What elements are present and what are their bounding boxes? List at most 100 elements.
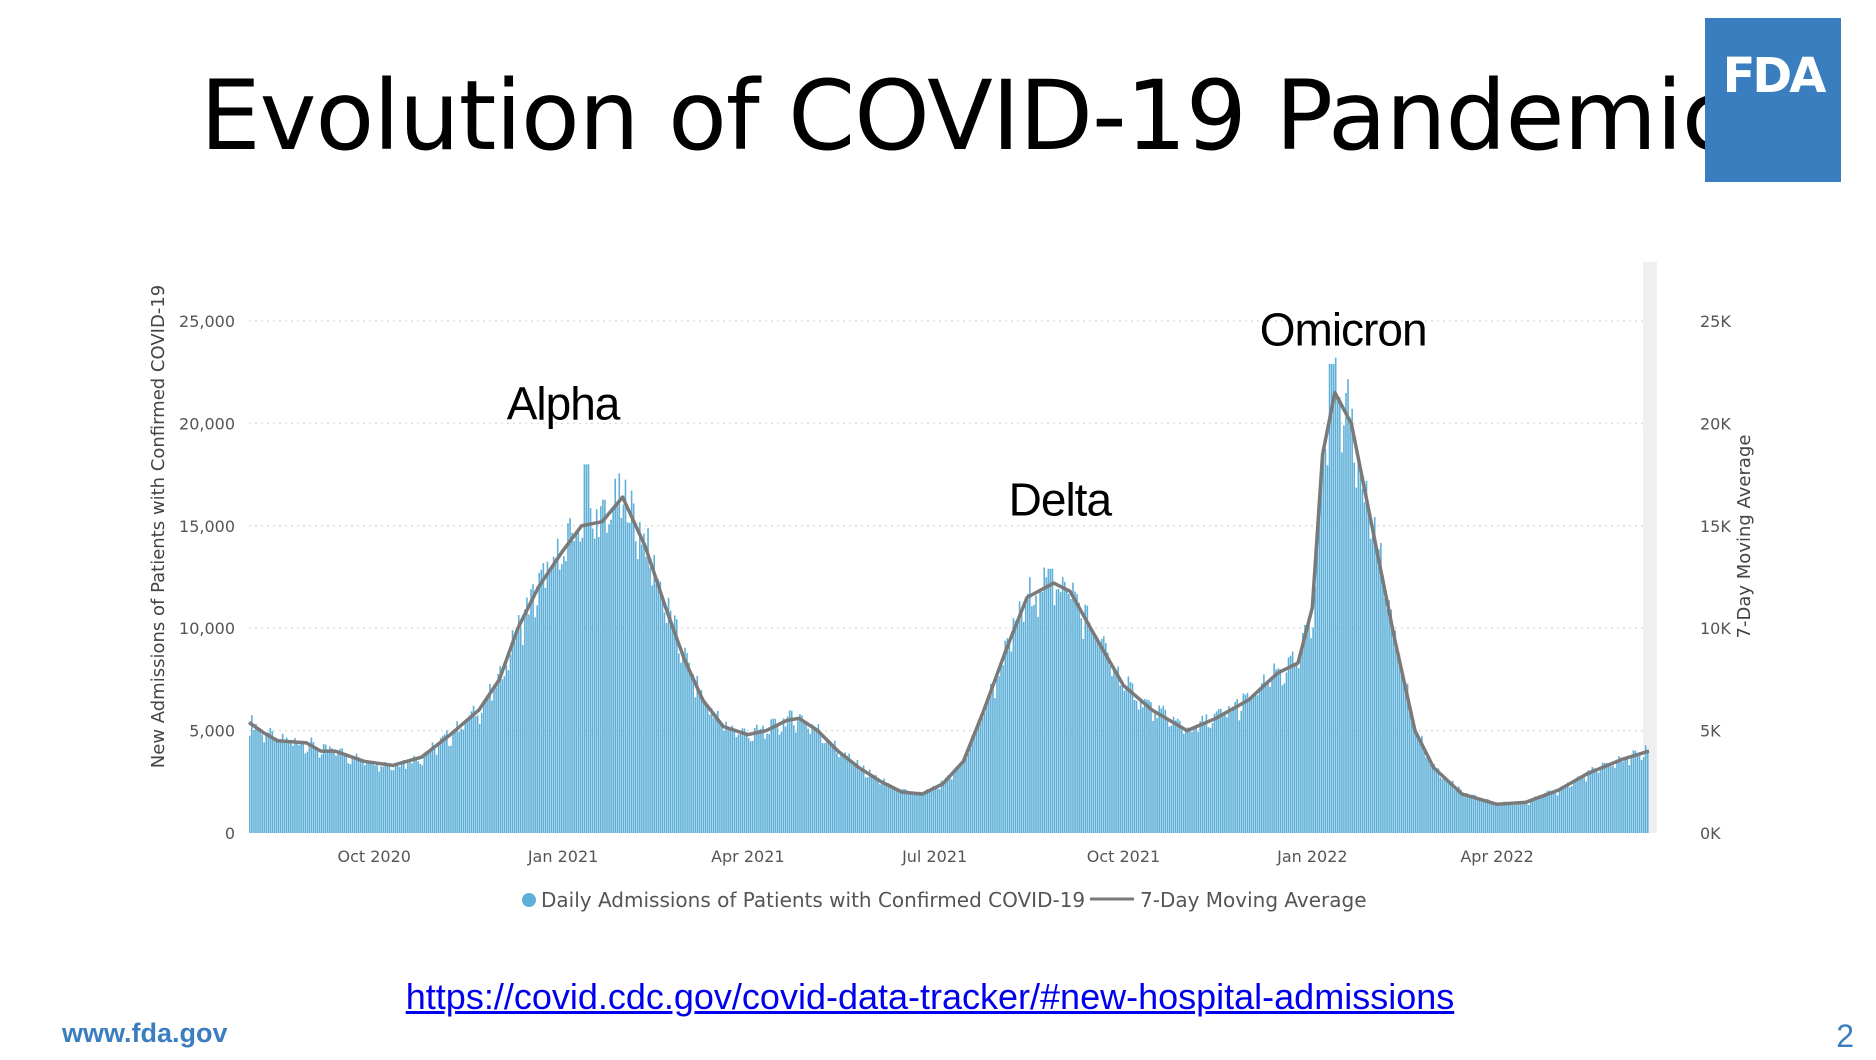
daily-bar: [374, 765, 376, 833]
source-link[interactable]: https://covid.cdc.gov/covid-data-tracker…: [405, 976, 1455, 1017]
daily-bar: [971, 735, 974, 833]
daily-bar: [1310, 638, 1312, 833]
annotation-delta: Delta: [1009, 474, 1113, 526]
daily-bar: [1562, 788, 1565, 833]
daily-bar: [1271, 680, 1273, 833]
daily-bar: [1343, 425, 1345, 833]
daily-bar: [973, 735, 976, 833]
daily-bar: [283, 740, 286, 833]
daily-bar: [1499, 805, 1501, 833]
daily-bar: [1392, 626, 1394, 833]
daily-bar: [567, 523, 569, 833]
daily-bar: [700, 690, 703, 833]
daily-bar: [1402, 674, 1405, 833]
y-axis-ticks: 0 5,000 10,000 15,000 20,000 25,000: [179, 312, 235, 843]
daily-bar: [680, 662, 682, 833]
daily-bar: [1228, 706, 1230, 833]
daily-bar: [1283, 683, 1286, 833]
daily-bar: [1047, 568, 1050, 833]
daily-bar: [1018, 601, 1021, 833]
daily-bar: [1373, 517, 1376, 833]
daily-bar: [686, 653, 688, 833]
daily-bar: [1548, 790, 1551, 833]
daily-bar: [1388, 600, 1390, 833]
daily-bar: [955, 769, 957, 833]
daily-bar: [696, 675, 699, 833]
daily-bar: [478, 724, 481, 833]
daily-bar: [337, 753, 339, 833]
daily-bar: [823, 743, 826, 833]
daily-bar: [528, 614, 530, 833]
daily-bar: [1486, 798, 1489, 833]
daily-bar: [604, 499, 606, 833]
y-tick-label: 25,000: [179, 312, 235, 331]
daily-bar: [907, 792, 910, 833]
daily-bar: [630, 490, 633, 833]
daily-bar: [591, 528, 594, 833]
daily-bar: [1585, 781, 1587, 833]
daily-bar: [491, 700, 493, 833]
daily-bar: [1421, 735, 1423, 833]
daily-bar: [378, 771, 380, 833]
daily-bar: [1287, 657, 1290, 833]
daily-bar: [1460, 789, 1462, 833]
daily-bar: [1536, 799, 1538, 833]
daily-bar: [819, 731, 822, 833]
daily-bar: [957, 766, 959, 833]
daily-bar: [850, 762, 853, 833]
daily-bar: [1256, 695, 1259, 833]
x-tick-label: Jan 2021: [527, 847, 598, 866]
y-tick-label: 15,000: [179, 517, 235, 536]
daily-bar: [1503, 801, 1505, 833]
daily-bar: [1595, 769, 1598, 833]
daily-bar: [544, 587, 547, 833]
daily-bar: [1334, 357, 1337, 833]
daily-bar: [345, 753, 348, 833]
daily-bar: [1183, 733, 1185, 833]
daily-bar: [799, 714, 801, 833]
daily-bar: [456, 721, 458, 833]
daily-bar: [1162, 705, 1165, 833]
daily-bar: [1612, 765, 1614, 833]
daily-bar: [1534, 796, 1536, 833]
daily-bar: [327, 749, 329, 833]
daily-bar: [1529, 800, 1532, 833]
daily-bar: [1556, 795, 1559, 833]
daily-bar: [1295, 662, 1298, 833]
daily-bar: [382, 766, 385, 833]
daily-bar: [466, 720, 469, 833]
daily-bar: [1076, 594, 1078, 833]
daily-bar: [437, 742, 440, 833]
daily-bar: [1622, 761, 1624, 833]
daily-bar: [1193, 728, 1195, 833]
daily-bar: [932, 785, 935, 833]
daily-bar: [834, 740, 836, 833]
daily-bar: [316, 748, 319, 833]
daily-bar: [626, 522, 629, 833]
daily-bar: [840, 754, 842, 833]
daily-bar: [253, 729, 255, 833]
daily-bar: [949, 774, 951, 833]
daily-bar: [542, 563, 545, 833]
daily-bar: [1517, 802, 1520, 833]
daily-bar: [1597, 772, 1600, 833]
daily-bar: [277, 741, 280, 833]
daily-bar: [953, 772, 955, 833]
daily-bar: [897, 791, 900, 833]
daily-bar: [524, 609, 526, 833]
daily-bar: [1519, 804, 1522, 833]
daily-bar: [831, 744, 834, 833]
daily-bar: [1109, 665, 1111, 833]
daily-bar: [1244, 694, 1247, 833]
daily-bar: [788, 710, 791, 833]
daily-bar: [384, 761, 387, 833]
daily-bar: [985, 704, 988, 833]
daily-bar: [489, 683, 491, 833]
daily-bar: [1022, 621, 1025, 833]
daily-bar: [249, 735, 251, 833]
daily-bar: [1616, 759, 1618, 833]
daily-bar: [1476, 798, 1479, 833]
daily-bar: [959, 764, 961, 833]
daily-bar: [1599, 768, 1602, 833]
daily-bar: [1016, 624, 1019, 833]
